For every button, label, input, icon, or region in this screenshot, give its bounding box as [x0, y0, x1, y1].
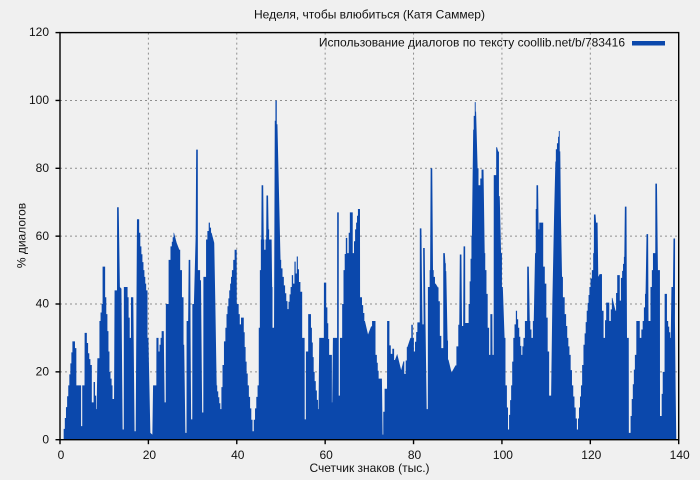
svg-text:80: 80 — [36, 161, 50, 175]
svg-text:100: 100 — [29, 93, 49, 107]
svg-text:140: 140 — [670, 448, 690, 462]
svg-text:60: 60 — [36, 229, 50, 243]
svg-text:60: 60 — [319, 448, 333, 462]
svg-text:80: 80 — [408, 448, 422, 462]
svg-text:% диалогов: % диалогов — [15, 203, 29, 268]
svg-text:20: 20 — [36, 364, 50, 378]
svg-text:100: 100 — [493, 448, 513, 462]
svg-text:Использование диалогов по текс: Использование диалогов по тексту coollib… — [319, 36, 625, 50]
svg-text:120: 120 — [29, 25, 49, 39]
svg-text:20: 20 — [143, 448, 157, 462]
svg-text:120: 120 — [581, 448, 601, 462]
svg-text:Счетчик знаков (тыс.): Счетчик знаков (тыс.) — [309, 461, 429, 475]
svg-text:Неделя, чтобы влюбиться (Катя: Неделя, чтобы влюбиться (Катя Саммер) — [254, 8, 485, 22]
svg-text:0: 0 — [42, 432, 49, 446]
svg-text:40: 40 — [36, 297, 50, 311]
svg-text:40: 40 — [231, 448, 245, 462]
svg-text:0: 0 — [58, 448, 65, 462]
